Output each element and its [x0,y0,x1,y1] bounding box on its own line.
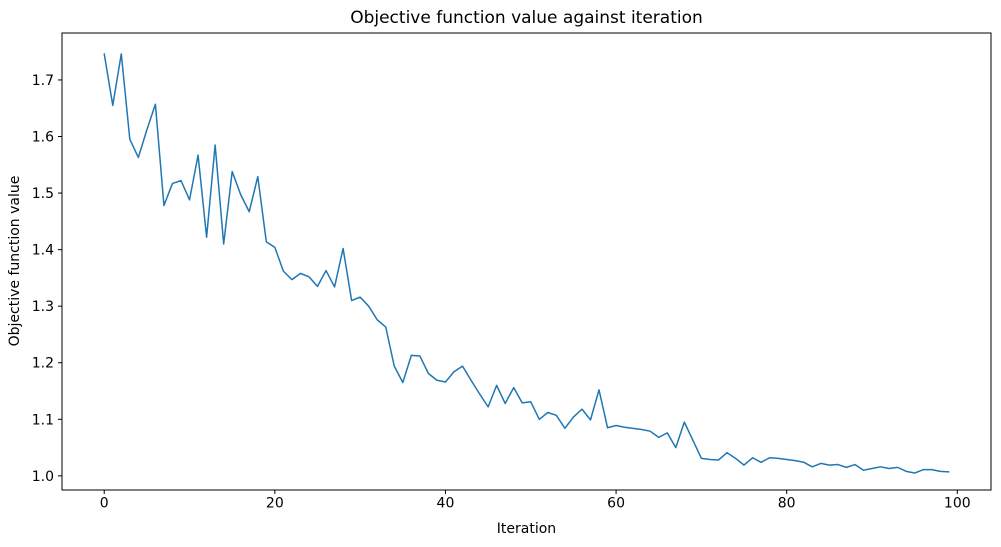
y-tick-label: 1.2 [32,356,54,372]
plot-border [61,32,992,491]
y-tick-label: 1.5 [32,186,54,202]
y-tick-label: 1.3 [32,299,54,315]
y-tick-label: 1.0 [32,469,54,485]
x-tick-label: 0 [100,496,109,512]
x-tick-label: 80 [778,496,796,512]
series-line [103,53,950,474]
x-axis-label: Iteration [496,521,557,537]
y-tick-label: 1.6 [32,130,54,146]
y-tick-label: 1.1 [32,412,54,428]
y-axis-label: Objective function value [7,175,23,347]
x-tick-label: 20 [266,496,284,512]
y-tick-label: 1.7 [32,73,54,89]
x-tick-label: 40 [437,496,455,512]
x-tick-label: 100 [944,496,971,512]
x-tick-label: 60 [607,496,625,512]
y-tick-label: 1.4 [32,243,54,259]
chart-title: Objective function value against iterati… [350,8,703,28]
